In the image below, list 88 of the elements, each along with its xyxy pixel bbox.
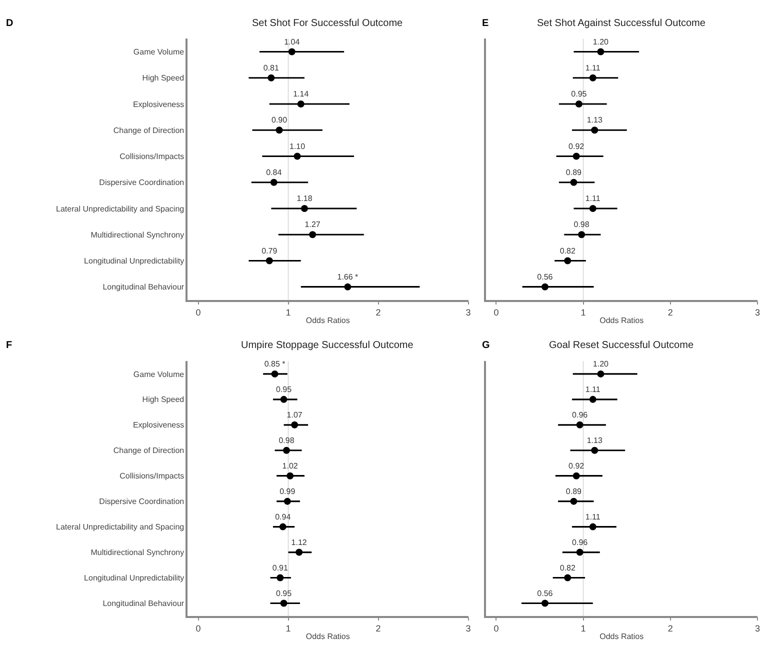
data-label: 0.98 — [574, 220, 590, 230]
data-label: 0.84 — [266, 168, 282, 177]
text: G — [482, 340, 490, 351]
data-label: 1.20 — [592, 37, 610, 46]
y-tick-label: Multidirectional Synchrony — [90, 230, 184, 240]
x-tick-label: 2 — [668, 624, 673, 634]
y-tick-label: Multidirectional Synchrony — [90, 548, 184, 558]
y-tick-label: Lateral Unpredictability and Spacing — [56, 204, 184, 214]
data-label: 1.11 — [585, 385, 601, 394]
y-tick-label: Dispersive Coordination — [99, 497, 184, 506]
y-tick-label: Explosiveness — [132, 420, 184, 430]
x-tick-label: 0 — [494, 624, 499, 634]
data-label: 0.96 — [572, 538, 588, 547]
y-tick-label: Game Volume — [133, 370, 185, 379]
data-label: 1.18 — [296, 194, 313, 204]
data-label: 0.82 — [560, 246, 576, 256]
data-label: 0.56 — [537, 588, 554, 598]
x-axis-title: Odds Ratios — [306, 316, 350, 326]
data-label: 1.07 — [286, 410, 303, 420]
x-tick-label: 3 — [466, 307, 471, 318]
y-tick-label: Longitudinal Unpredictability — [84, 256, 184, 266]
data-label: 0.95 — [276, 385, 292, 394]
data-label: 0.95 — [276, 588, 292, 598]
data-label: 0.91 — [272, 563, 289, 572]
data-label: 1.10 — [289, 142, 306, 151]
data-label: 0.89 — [566, 168, 582, 177]
y-tick-label: Change of Direction — [113, 446, 184, 456]
y-tick-label: Lateral Unpredictability and Spacing — [56, 522, 184, 532]
chart-title: Goal Reset Successful Outcome — [549, 340, 694, 351]
data-label: 1.02 — [282, 461, 298, 470]
y-tick-label: Longitudinal Behaviour — [102, 282, 184, 292]
x-tick-label: 3 — [754, 307, 760, 318]
data-label: 1.27 — [304, 220, 321, 230]
data-label: 0.92 — [568, 142, 585, 151]
text: D — [6, 18, 14, 29]
data-label: 0.99 — [280, 486, 296, 496]
data-label: 1.11 — [585, 512, 601, 522]
x-axis-title: Odds Ratios — [306, 632, 350, 642]
chart-title: Set Shot Against Successful Outcome — [537, 18, 706, 29]
y-tick-label: Game Volume — [133, 48, 185, 57]
data-label: 1.11 — [585, 194, 601, 204]
data-label: 0.82 — [560, 563, 576, 572]
y-tick-label: Longitudinal Behaviour — [102, 599, 184, 608]
x-tick-label: 0 — [494, 307, 499, 318]
data-label: 1.20 — [592, 360, 610, 369]
data-label: 1.11 — [585, 64, 601, 73]
text: E — [482, 18, 489, 29]
data-label: 1.13 — [586, 116, 603, 125]
data-label: 0.85 * — [264, 360, 286, 369]
x-tick-label: 0 — [196, 307, 201, 318]
data-label: 0.90 — [271, 116, 288, 125]
x-tick-label: 2 — [668, 307, 673, 318]
y-tick-label: Collisions/Impacts — [120, 152, 184, 162]
y-tick-label: Dispersive Coordination — [99, 178, 184, 188]
y-tick-label: Collisions/Impacts — [120, 472, 184, 481]
data-label: 1.12 — [291, 538, 308, 547]
x-tick-label: 3 — [466, 624, 471, 634]
y-tick-label: Explosiveness — [132, 100, 184, 109]
data-label: 0.89 — [566, 486, 582, 496]
y-tick-label: Longitudinal Unpredictability — [84, 574, 184, 583]
data-label: 0.94 — [275, 512, 292, 522]
x-tick-label: 1 — [286, 307, 291, 318]
x-tick-label: 2 — [376, 307, 381, 318]
data-label: 1.14 — [293, 90, 310, 99]
data-label: 0.79 — [262, 246, 278, 256]
y-tick-label: High Speed — [142, 395, 184, 404]
data-label: 0.96 — [572, 410, 588, 420]
text: F — [6, 340, 12, 351]
data-label: 0.56 — [537, 272, 554, 282]
x-tick-label: 3 — [754, 624, 760, 634]
x-tick-label: 0 — [196, 624, 201, 634]
x-tick-label: 1 — [580, 624, 586, 634]
data-label: 0.81 — [263, 64, 280, 73]
x-axis-title: Odds Ratios — [600, 316, 644, 326]
y-tick-label: High Speed — [142, 74, 184, 83]
data-label: 1.13 — [586, 436, 603, 445]
data-label: 1.04 — [284, 37, 300, 46]
x-tick-label: 1 — [580, 307, 586, 318]
data-label: 1.66 * — [337, 272, 358, 282]
x-tick-label: 1 — [286, 624, 291, 634]
x-tick-label: 2 — [376, 624, 381, 634]
chart-title: Umpire Stoppage Successful Outcome — [241, 340, 414, 351]
data-label: 0.98 — [278, 436, 295, 445]
chart-title: Set Shot For Successful Outcome — [252, 18, 404, 29]
x-axis-title: Odds Ratios — [600, 632, 644, 642]
data-label: 0.95 — [571, 90, 588, 99]
data-label: 0.92 — [568, 461, 585, 470]
y-tick-label: Change of Direction — [113, 126, 184, 135]
